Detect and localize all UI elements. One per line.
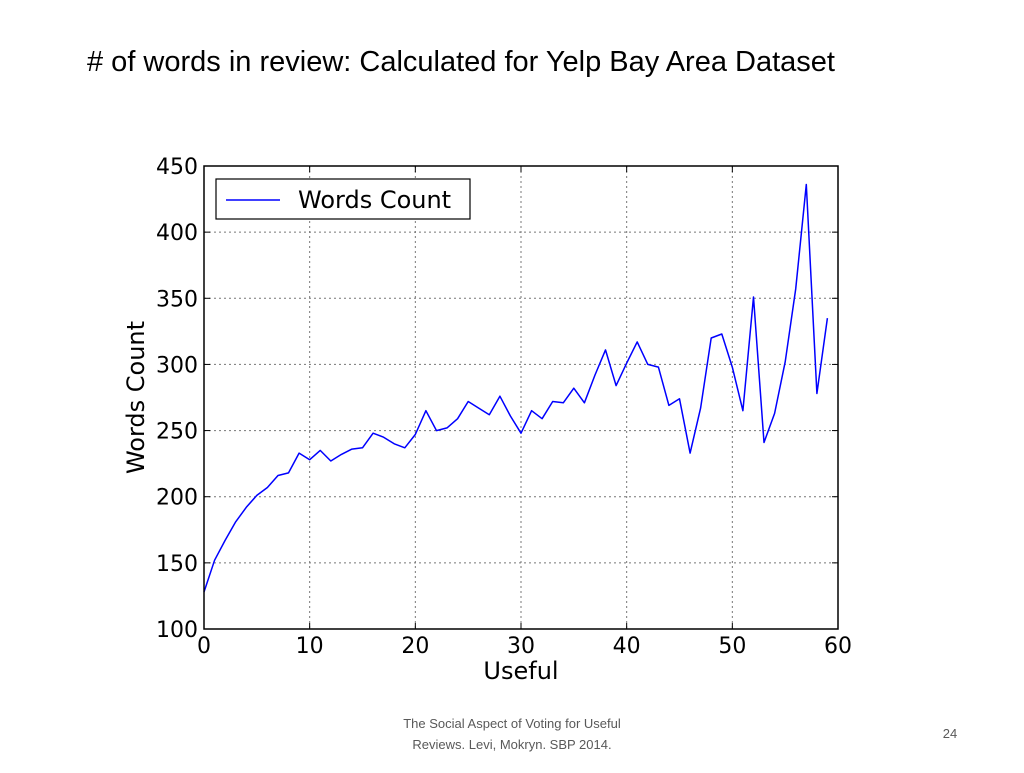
legend-box — [215, 178, 471, 220]
grid — [204, 166, 838, 629]
x-tick-label: 20 — [401, 634, 429, 659]
y-tick-label: 350 — [156, 287, 198, 312]
slide-title: # of words in review: Calculated for Yel… — [87, 46, 835, 78]
series-layer — [203, 183, 829, 593]
x-tick-label: 30 — [507, 634, 535, 659]
x-tick-label: 50 — [718, 634, 746, 659]
y-tick-label: 250 — [156, 420, 198, 445]
legend: Words Count — [215, 178, 471, 220]
series-line — [203, 183, 829, 593]
slide-footer: The Social Aspect of Voting for Useful R… — [362, 713, 662, 755]
footer-line-2: Reviews. Levi, Mokryn. SBP 2014. — [412, 737, 612, 752]
x-tick-label: 40 — [613, 634, 641, 659]
axes-ticks: 0 10 20 30 40 50 60 100 150 200 250 300 350 400 450 — [156, 155, 852, 659]
x-tick-label: 60 — [824, 634, 852, 659]
y-tick-label: 300 — [156, 353, 198, 378]
y-axis-label: Words Count — [122, 321, 150, 474]
footer-line-1: The Social Aspect of Voting for Useful — [403, 716, 621, 731]
y-tick-label: 100 — [156, 618, 198, 643]
page-number: 24 — [942, 726, 958, 741]
x-tick-label: 10 — [296, 634, 324, 659]
y-tick-label: 450 — [156, 155, 198, 180]
y-tick-label: 400 — [156, 221, 198, 246]
y-tick-label: 150 — [156, 552, 198, 577]
x-tick-label: 0 — [197, 634, 211, 659]
legend-label: Words Count — [298, 186, 451, 214]
x-axis-label: Useful — [483, 657, 558, 685]
y-tick-label: 200 — [156, 486, 198, 511]
